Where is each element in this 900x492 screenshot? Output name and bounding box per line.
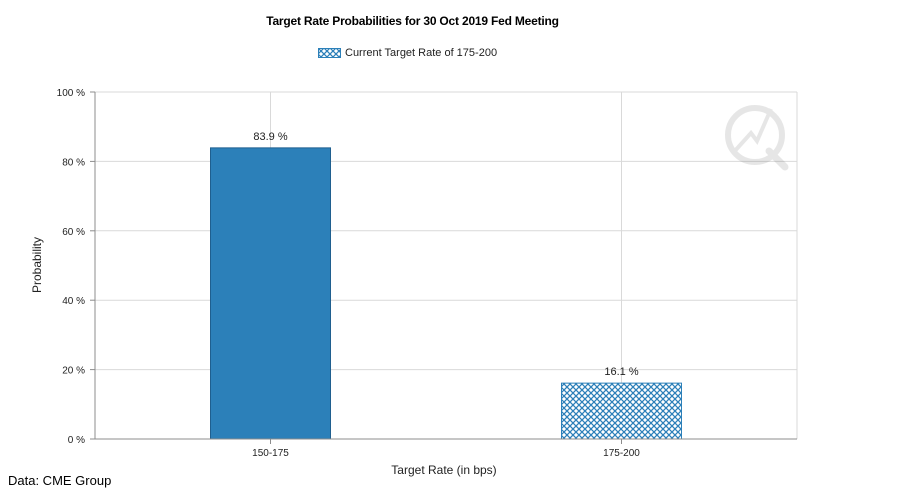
- watermark-logo-icon: [725, 105, 789, 171]
- axes: 0 % 20 % 40 % 60 % 80 % 100 % 150-175 175-200: [57, 88, 797, 459]
- y-tick-label: 20 %: [62, 366, 85, 377]
- y-axis-label: Probability: [30, 237, 44, 293]
- chart-title: Target Rate Probabilities for 30 Oct 201…: [266, 14, 559, 28]
- gridlines: [95, 91, 798, 440]
- y-tick-label: 100 %: [57, 88, 85, 99]
- legend: Current Target Rate of 175-200: [318, 47, 497, 59]
- x-axis-label: Target Rate (in bps): [391, 463, 496, 477]
- bar-value-label: 83.9 %: [253, 131, 287, 143]
- x-tick-label: 150-175: [252, 448, 289, 459]
- bar-150-175: [210, 147, 331, 440]
- source-note: Data: CME Group: [8, 473, 112, 488]
- legend-swatch-icon: [318, 48, 341, 58]
- y-tick-label: 80 %: [62, 157, 85, 168]
- y-tick-label: 60 %: [62, 227, 85, 238]
- y-tick-label: 40 %: [62, 296, 85, 307]
- bars: 83.9 % 16.1 %: [210, 131, 682, 440]
- x-tick-label: 175-200: [603, 448, 640, 459]
- bar-value-label: 16.1 %: [604, 366, 638, 378]
- bar-175-200: [561, 382, 682, 440]
- legend-label: Current Target Rate of 175-200: [345, 47, 498, 59]
- y-tick-label: 0 %: [68, 435, 85, 446]
